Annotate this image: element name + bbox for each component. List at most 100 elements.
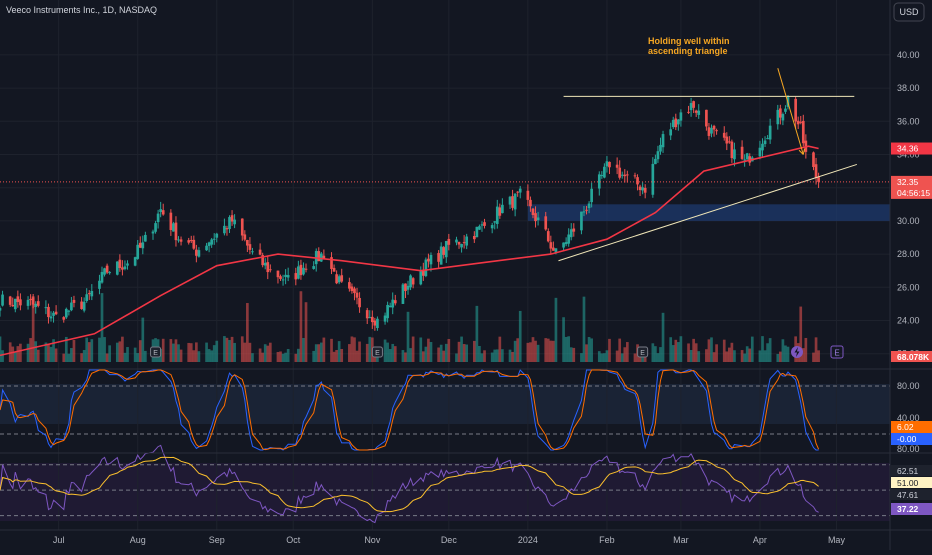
- candle-body: [444, 241, 448, 258]
- volume-bar: [240, 336, 244, 362]
- candle-body: [1, 294, 4, 306]
- candle-body: [8, 296, 12, 305]
- volume-bar: [725, 351, 729, 362]
- candle-body: [638, 186, 642, 191]
- volume-bar: [768, 338, 772, 362]
- candle-body: [179, 239, 183, 242]
- candle-body: [580, 211, 583, 231]
- dividend-lightning-icon[interactable]: [791, 346, 803, 358]
- earnings-marker-frame[interactable]: [830, 345, 844, 359]
- candle-body: [518, 188, 522, 193]
- currency-label[interactable]: USD: [899, 7, 919, 17]
- candle-body: [322, 255, 326, 260]
- lightning-icon[interactable]: [794, 347, 800, 357]
- candle-body: [330, 257, 333, 269]
- candle-body: [67, 310, 71, 312]
- volume-bar: [421, 351, 425, 362]
- volume-bar: [225, 337, 229, 362]
- candle-body: [549, 242, 553, 249]
- volume-value-label: 68.078K: [897, 352, 930, 362]
- candle-body: [516, 191, 520, 193]
- earnings-marker-letter[interactable]: E: [834, 349, 839, 358]
- stoch-d-value-label-bg: [891, 433, 932, 445]
- volume-bar: [386, 342, 389, 362]
- candle-body: [393, 300, 397, 304]
- volume-bar: [493, 349, 497, 362]
- volume-bar: [187, 342, 191, 362]
- volume-bar: [411, 336, 415, 362]
- candle-body: [745, 153, 749, 160]
- volume-bar: [712, 352, 716, 362]
- volume-bar: [633, 353, 637, 362]
- candle-body: [689, 103, 693, 111]
- volume-bar: [439, 344, 443, 362]
- time-tick-label: Sep: [209, 535, 225, 545]
- candle-body: [281, 279, 285, 281]
- volume-bar: [13, 352, 17, 362]
- volume-bar: [531, 337, 535, 362]
- volume-value-label-bg: [891, 351, 932, 362]
- volume-bar: [608, 338, 611, 362]
- volume-bar: [383, 339, 387, 362]
- volume-bar: [266, 345, 270, 362]
- candle-body: [87, 293, 91, 295]
- volume-bar: [562, 317, 565, 362]
- time-tick-label: 2024: [518, 535, 538, 545]
- candle-body: [567, 234, 571, 244]
- volume-bar: [80, 353, 83, 362]
- volume-bar: [687, 343, 690, 362]
- volume-bar: [317, 344, 321, 362]
- volume-bar: [692, 338, 695, 362]
- candle-body: [758, 147, 762, 157]
- candle-body: [121, 267, 124, 270]
- candle-body: [763, 140, 767, 145]
- stoch-band-fill: [0, 384, 890, 424]
- volume-bar: [495, 349, 499, 362]
- candle-body: [620, 174, 624, 176]
- annotation-line-2: ascending triangle: [648, 46, 728, 56]
- candle-body: [299, 264, 303, 276]
- candle-body: [136, 244, 140, 259]
- volume-bar: [580, 353, 583, 362]
- candle-body: [442, 247, 446, 255]
- candle-body: [572, 228, 576, 232]
- candle-body: [276, 270, 280, 278]
- volume-bar: [455, 353, 458, 362]
- candle-body: [370, 316, 374, 323]
- candle-body: [480, 224, 484, 226]
- volume-bar: [457, 341, 461, 362]
- candle-body: [64, 308, 68, 318]
- volume-bar: [429, 342, 433, 362]
- volume-bar: [498, 336, 502, 362]
- volume-bar: [98, 337, 101, 362]
- candle-body: [784, 108, 787, 112]
- volume-bar: [676, 342, 680, 362]
- volume-bar: [483, 350, 486, 362]
- volume-bar: [72, 340, 76, 362]
- candle-body: [590, 188, 593, 203]
- rsi-lower-label: 47.61: [897, 490, 919, 500]
- volume-bar: [444, 343, 448, 362]
- volume-bar: [192, 350, 196, 362]
- earnings-marker-future[interactable]: E: [830, 345, 844, 359]
- time-tick-label: Oct: [286, 535, 301, 545]
- price-tick-label: 28.00: [897, 249, 920, 259]
- candle-body: [455, 239, 458, 243]
- volume-bar: [585, 344, 588, 362]
- candle-body: [600, 175, 604, 177]
- currency-button[interactable]: USD: [893, 2, 925, 22]
- candle-body: [603, 166, 606, 178]
- candle-body: [126, 263, 129, 266]
- candle-body: [266, 262, 270, 273]
- volume-bar: [49, 346, 53, 362]
- candle-body: [687, 111, 690, 113]
- candle-body: [123, 266, 127, 270]
- rsi-ma-line: [0, 456, 819, 513]
- currency-button-frame[interactable]: [893, 2, 925, 22]
- stochastic-pane: [0, 369, 890, 451]
- candle-body: [263, 262, 267, 266]
- candle-body: [11, 304, 15, 307]
- candle-body: [490, 225, 494, 229]
- volume-bar: [501, 349, 504, 362]
- candle-body: [812, 152, 815, 168]
